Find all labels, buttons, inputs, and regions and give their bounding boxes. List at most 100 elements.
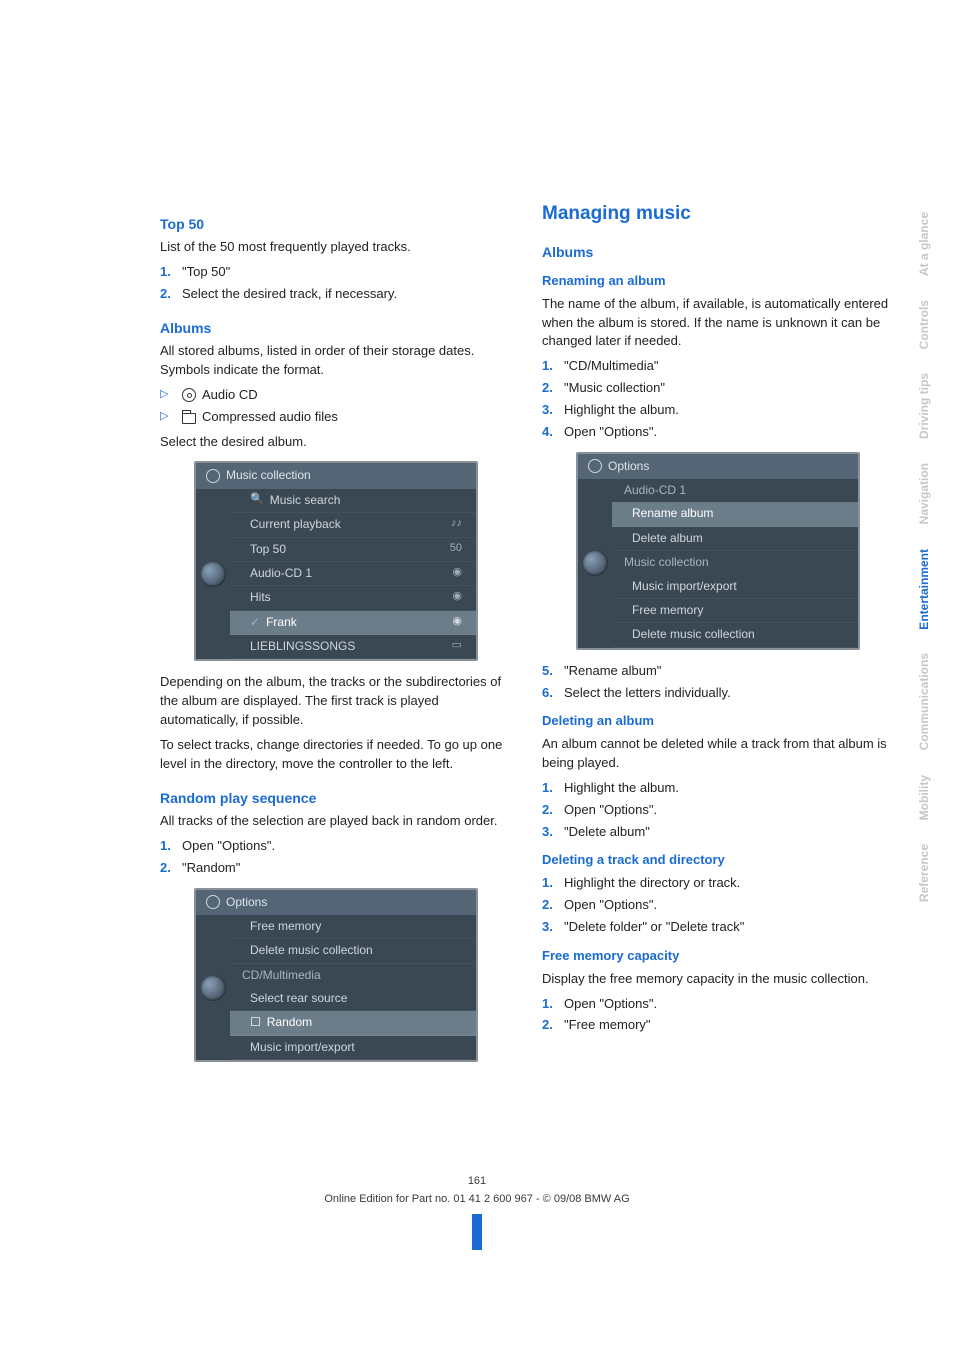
- step-number: 2.: [542, 379, 564, 398]
- managing-music-title: Managing music: [542, 200, 894, 228]
- deleting-album-steps: 1.Highlight the album. 2.Open "Options".…: [542, 779, 894, 842]
- screenshot-list: 🔍Music search Current playback♪♪ Top 505…: [230, 489, 476, 660]
- row-label: Audio-CD 1: [250, 565, 312, 582]
- screenshot-list: Audio-CD 1 Rename album Delete album Mus…: [612, 479, 858, 648]
- side-tab-communications[interactable]: Communications: [914, 641, 935, 762]
- step-number: 3.: [542, 401, 564, 420]
- left-column: Top 50 List of the 50 most frequently pl…: [160, 200, 512, 1074]
- list-group: Audio-CD 1: [612, 479, 858, 502]
- row-label: Music import/export: [632, 578, 737, 595]
- list-item: Current playback ♪♪: [230, 513, 476, 537]
- step-text: Open "Options".: [564, 801, 657, 820]
- side-tab-navigation[interactable]: Navigation: [914, 451, 935, 536]
- folder-icon: [182, 413, 196, 424]
- step-number: 1.: [160, 837, 182, 856]
- row-right: ▭: [452, 638, 462, 655]
- step-number: 2.: [160, 859, 182, 878]
- disc-icon: [182, 388, 196, 402]
- free-memory-heading: Free memory capacity: [542, 947, 894, 966]
- step-text: "Rename album": [564, 662, 661, 681]
- step-number: 6.: [542, 684, 564, 703]
- row-label: Free memory: [632, 602, 703, 619]
- top50-heading: Top 50: [160, 214, 512, 234]
- header-icon: [206, 469, 220, 483]
- deleting-album-heading: Deleting an album: [542, 712, 894, 731]
- step-number: 2.: [542, 801, 564, 820]
- side-tab-reference[interactable]: Reference: [914, 832, 935, 914]
- step-text: Open "Options".: [564, 423, 657, 442]
- side-tab-entertainment[interactable]: Entertainment: [914, 537, 935, 642]
- step-number: 2.: [542, 896, 564, 915]
- footer-text: Online Edition for Part no. 01 41 2 600 …: [0, 1192, 954, 1208]
- step-text: Open "Options".: [564, 896, 657, 915]
- header-title: Options: [608, 458, 649, 475]
- list-item: LIEBLINGSSONGS ▭: [230, 635, 476, 659]
- side-tabs: At a glance Controls Driving tips Naviga…: [914, 200, 936, 914]
- step-text: "Delete album": [564, 823, 650, 842]
- step-text: Select the desired track, if necessary.: [182, 285, 397, 304]
- triangle-icon: ▷: [160, 387, 182, 403]
- right-column: Managing music Albums Renaming an album …: [542, 200, 894, 1074]
- list-item: Delete music collection: [230, 939, 476, 963]
- side-tab-driving-tips[interactable]: Driving tips: [914, 361, 935, 451]
- format-label: Audio CD: [202, 386, 258, 405]
- step-number: 4.: [542, 423, 564, 442]
- row-right: ◉: [452, 614, 462, 631]
- step-text: Highlight the album.: [564, 779, 679, 798]
- list-item: Hits◉: [230, 586, 476, 610]
- list-item: Audio-CD 1 ◉: [230, 562, 476, 586]
- step-number: 1.: [542, 357, 564, 376]
- list-group: Music collection: [612, 551, 858, 574]
- step-text: Open "Options".: [182, 837, 275, 856]
- step-text: Highlight the album.: [564, 401, 679, 420]
- row-label: Delete album: [632, 530, 703, 547]
- side-tab-mobility[interactable]: Mobility: [914, 763, 935, 832]
- albums-para2: To select tracks, change directories if …: [160, 736, 512, 774]
- screenshot-header: Options: [578, 454, 858, 479]
- screenshot-body: Audio-CD 1 Rename album Delete album Mus…: [578, 479, 858, 648]
- row-label: Music search: [270, 492, 341, 509]
- list-item-selected: ✓Frank◉: [230, 611, 476, 635]
- list-item: Free memory: [612, 599, 858, 623]
- idrive-knob-icon: [582, 550, 608, 576]
- list-group: CD/Multimedia: [230, 964, 476, 987]
- row-label: Delete music collection: [250, 942, 373, 959]
- screenshot-header: Music collection: [196, 463, 476, 488]
- albums-intro: All stored albums, listed in order of th…: [160, 342, 512, 380]
- row-label: Free memory: [250, 918, 321, 935]
- row-label: LIEBLINGSSONGS: [250, 638, 355, 655]
- footer-bar: [472, 1214, 482, 1250]
- row-label: Random: [267, 1014, 312, 1031]
- row-right: ◉: [452, 565, 462, 582]
- albums-format-list: ▷Audio CD ▷Compressed audio files: [160, 386, 512, 427]
- idrive-knob-area: [196, 915, 230, 1060]
- albums-select-line: Select the desired album.: [160, 433, 512, 452]
- list-item: Music import/export: [230, 1036, 476, 1060]
- triangle-icon: ▷: [160, 409, 182, 425]
- list-item: Select rear source: [230, 987, 476, 1011]
- idrive-knob-icon: [200, 561, 226, 587]
- random-intro: All tracks of the selection are played b…: [160, 812, 512, 831]
- step-number: 2.: [160, 285, 182, 304]
- free-memory-steps: 1.Open "Options". 2."Free memory": [542, 995, 894, 1036]
- row-right: ◉: [452, 589, 462, 606]
- header-title: Options: [226, 894, 267, 911]
- row-right: ♪♪: [451, 516, 462, 533]
- step-number: 1.: [160, 263, 182, 282]
- side-tab-at-a-glance[interactable]: At a glance: [914, 200, 935, 288]
- step-text: "Free memory": [564, 1016, 651, 1035]
- step-text: "Random": [182, 859, 240, 878]
- list-item: 🔍Music search: [230, 489, 476, 513]
- list-item: Free memory: [230, 915, 476, 939]
- row-label: Current playback: [250, 516, 341, 533]
- page-footer: 161 Online Edition for Part no. 01 41 2 …: [0, 1174, 954, 1270]
- random-heading: Random play sequence: [160, 788, 512, 808]
- deleting-track-heading: Deleting a track and directory: [542, 851, 894, 870]
- side-tab-controls[interactable]: Controls: [914, 288, 935, 361]
- list-item: Delete album: [612, 527, 858, 551]
- albums-heading: Albums: [160, 318, 512, 338]
- renaming-steps-a: 1."CD/Multimedia" 2."Music collection" 3…: [542, 357, 894, 441]
- screenshot-body: Free memory Delete music collection CD/M…: [196, 915, 476, 1060]
- list-item-selected: Rename album: [612, 502, 858, 526]
- free-memory-intro: Display the free memory capacity in the …: [542, 970, 894, 989]
